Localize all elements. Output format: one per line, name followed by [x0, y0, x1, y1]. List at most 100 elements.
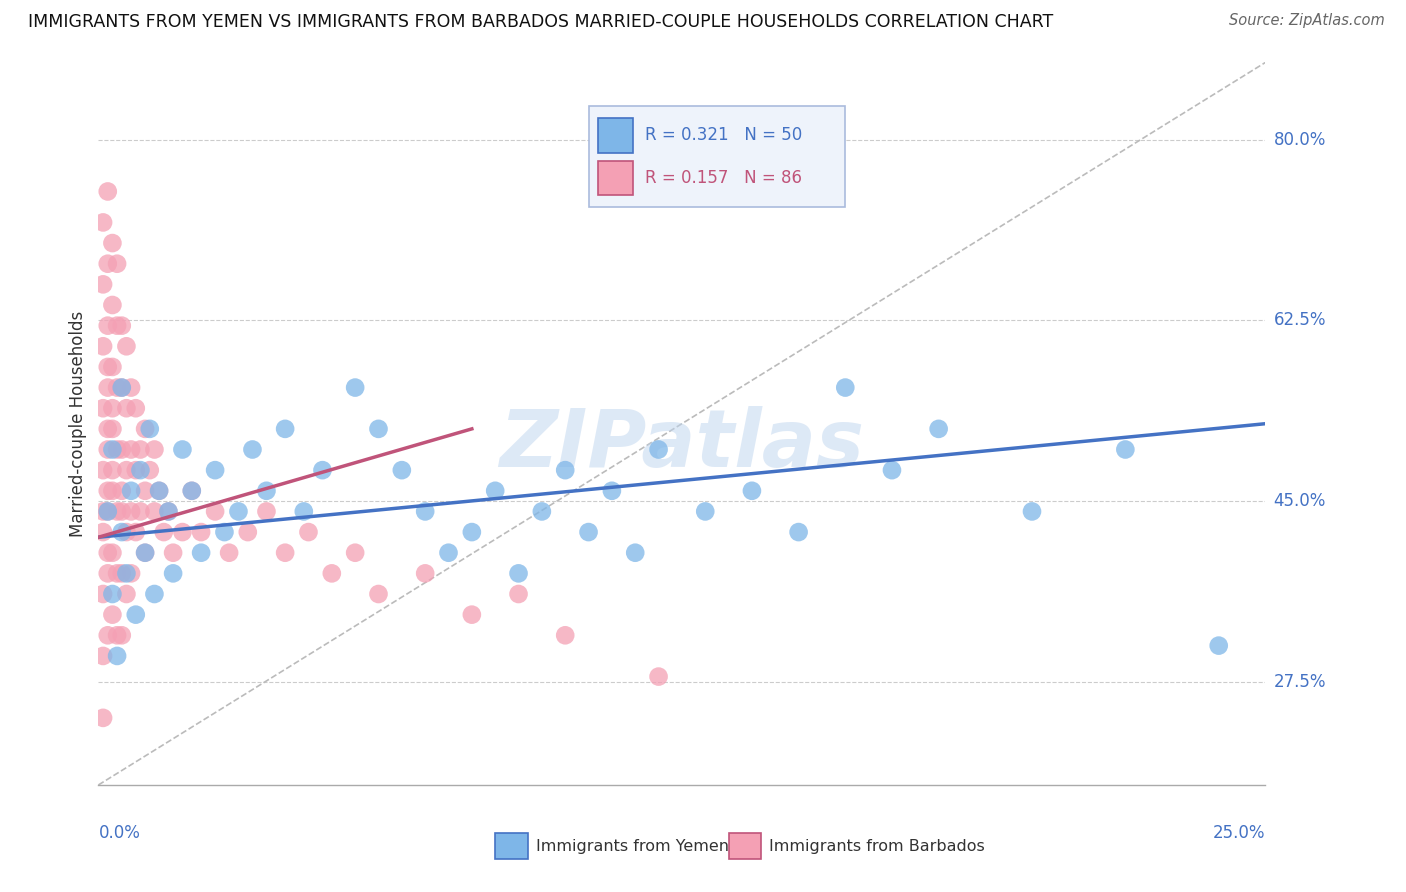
- Point: [105, 442, 128, 457]
- Point: [437, 546, 460, 560]
- Point: [180, 483, 202, 498]
- Point: [105, 318, 128, 333]
- Point: [162, 566, 184, 581]
- Point: [228, 504, 250, 518]
- Point: [120, 504, 142, 518]
- Point: [91, 504, 114, 518]
- Point: [97, 359, 120, 374]
- Point: [105, 504, 128, 518]
- Point: [256, 483, 278, 498]
- Point: [214, 524, 236, 539]
- Point: [101, 359, 124, 374]
- Point: [101, 607, 124, 622]
- Point: [274, 422, 297, 436]
- Point: [91, 524, 114, 539]
- Point: [101, 483, 124, 498]
- Point: [134, 422, 156, 436]
- Point: [105, 380, 128, 394]
- Point: [97, 380, 120, 394]
- Point: [111, 442, 134, 457]
- Point: [157, 504, 180, 518]
- Point: [218, 546, 240, 560]
- Point: [101, 546, 124, 560]
- Point: [554, 628, 576, 642]
- Point: [97, 546, 120, 560]
- Point: [204, 463, 226, 477]
- Point: [787, 524, 810, 539]
- Point: [1021, 504, 1043, 518]
- Point: [413, 566, 436, 581]
- Point: [115, 463, 138, 477]
- Point: [97, 442, 120, 457]
- Point: [101, 235, 124, 250]
- Text: IMMIGRANTS FROM YEMEN VS IMMIGRANTS FROM BARBADOS MARRIED-COUPLE HOUSEHOLDS CORR: IMMIGRANTS FROM YEMEN VS IMMIGRANTS FROM…: [28, 13, 1053, 31]
- Point: [97, 628, 120, 642]
- Point: [274, 546, 297, 560]
- Point: [461, 524, 484, 539]
- Point: [115, 401, 138, 416]
- Point: [111, 566, 134, 581]
- Point: [97, 257, 120, 271]
- Point: [125, 524, 148, 539]
- Point: [111, 504, 134, 518]
- Point: [157, 504, 180, 518]
- Point: [91, 711, 114, 725]
- Point: [120, 380, 142, 394]
- Point: [125, 463, 148, 477]
- Point: [134, 483, 156, 498]
- Point: [256, 504, 278, 518]
- Point: [321, 566, 343, 581]
- Point: [190, 524, 212, 539]
- Point: [143, 504, 166, 518]
- Point: [97, 422, 120, 436]
- Text: 27.5%: 27.5%: [1274, 673, 1326, 690]
- Text: 45.0%: 45.0%: [1274, 492, 1326, 510]
- Point: [143, 587, 166, 601]
- Point: [1208, 639, 1230, 653]
- Point: [391, 463, 413, 477]
- Point: [101, 401, 124, 416]
- Point: [530, 504, 553, 518]
- Point: [236, 524, 259, 539]
- Point: [97, 185, 120, 199]
- Point: [484, 483, 506, 498]
- Point: [91, 463, 114, 477]
- Text: R = 0.157   N = 86: R = 0.157 N = 86: [644, 169, 801, 187]
- Point: [344, 546, 367, 560]
- Point: [190, 546, 212, 560]
- Text: Immigrants from Yemen: Immigrants from Yemen: [536, 838, 730, 854]
- Point: [139, 463, 162, 477]
- Point: [508, 566, 530, 581]
- Point: [111, 318, 134, 333]
- Point: [105, 628, 128, 642]
- Point: [111, 380, 134, 394]
- Text: 62.5%: 62.5%: [1274, 311, 1326, 329]
- Point: [578, 524, 600, 539]
- Point: [139, 422, 162, 436]
- Point: [180, 483, 202, 498]
- Point: [311, 463, 333, 477]
- Point: [242, 442, 264, 457]
- Text: 80.0%: 80.0%: [1274, 131, 1326, 149]
- Point: [101, 298, 124, 312]
- Point: [120, 566, 142, 581]
- Point: [647, 669, 669, 683]
- Point: [508, 587, 530, 601]
- Point: [413, 504, 436, 518]
- Point: [834, 380, 856, 394]
- Point: [741, 483, 763, 498]
- FancyBboxPatch shape: [598, 161, 633, 195]
- Point: [367, 422, 389, 436]
- Point: [600, 483, 623, 498]
- Point: [647, 442, 669, 457]
- Point: [134, 546, 156, 560]
- Point: [91, 339, 114, 353]
- Point: [204, 504, 226, 518]
- Point: [129, 442, 152, 457]
- Text: Source: ZipAtlas.com: Source: ZipAtlas.com: [1229, 13, 1385, 29]
- Text: Immigrants from Barbados: Immigrants from Barbados: [769, 838, 986, 854]
- Point: [111, 628, 134, 642]
- FancyBboxPatch shape: [495, 833, 527, 859]
- Point: [105, 257, 128, 271]
- Point: [297, 524, 319, 539]
